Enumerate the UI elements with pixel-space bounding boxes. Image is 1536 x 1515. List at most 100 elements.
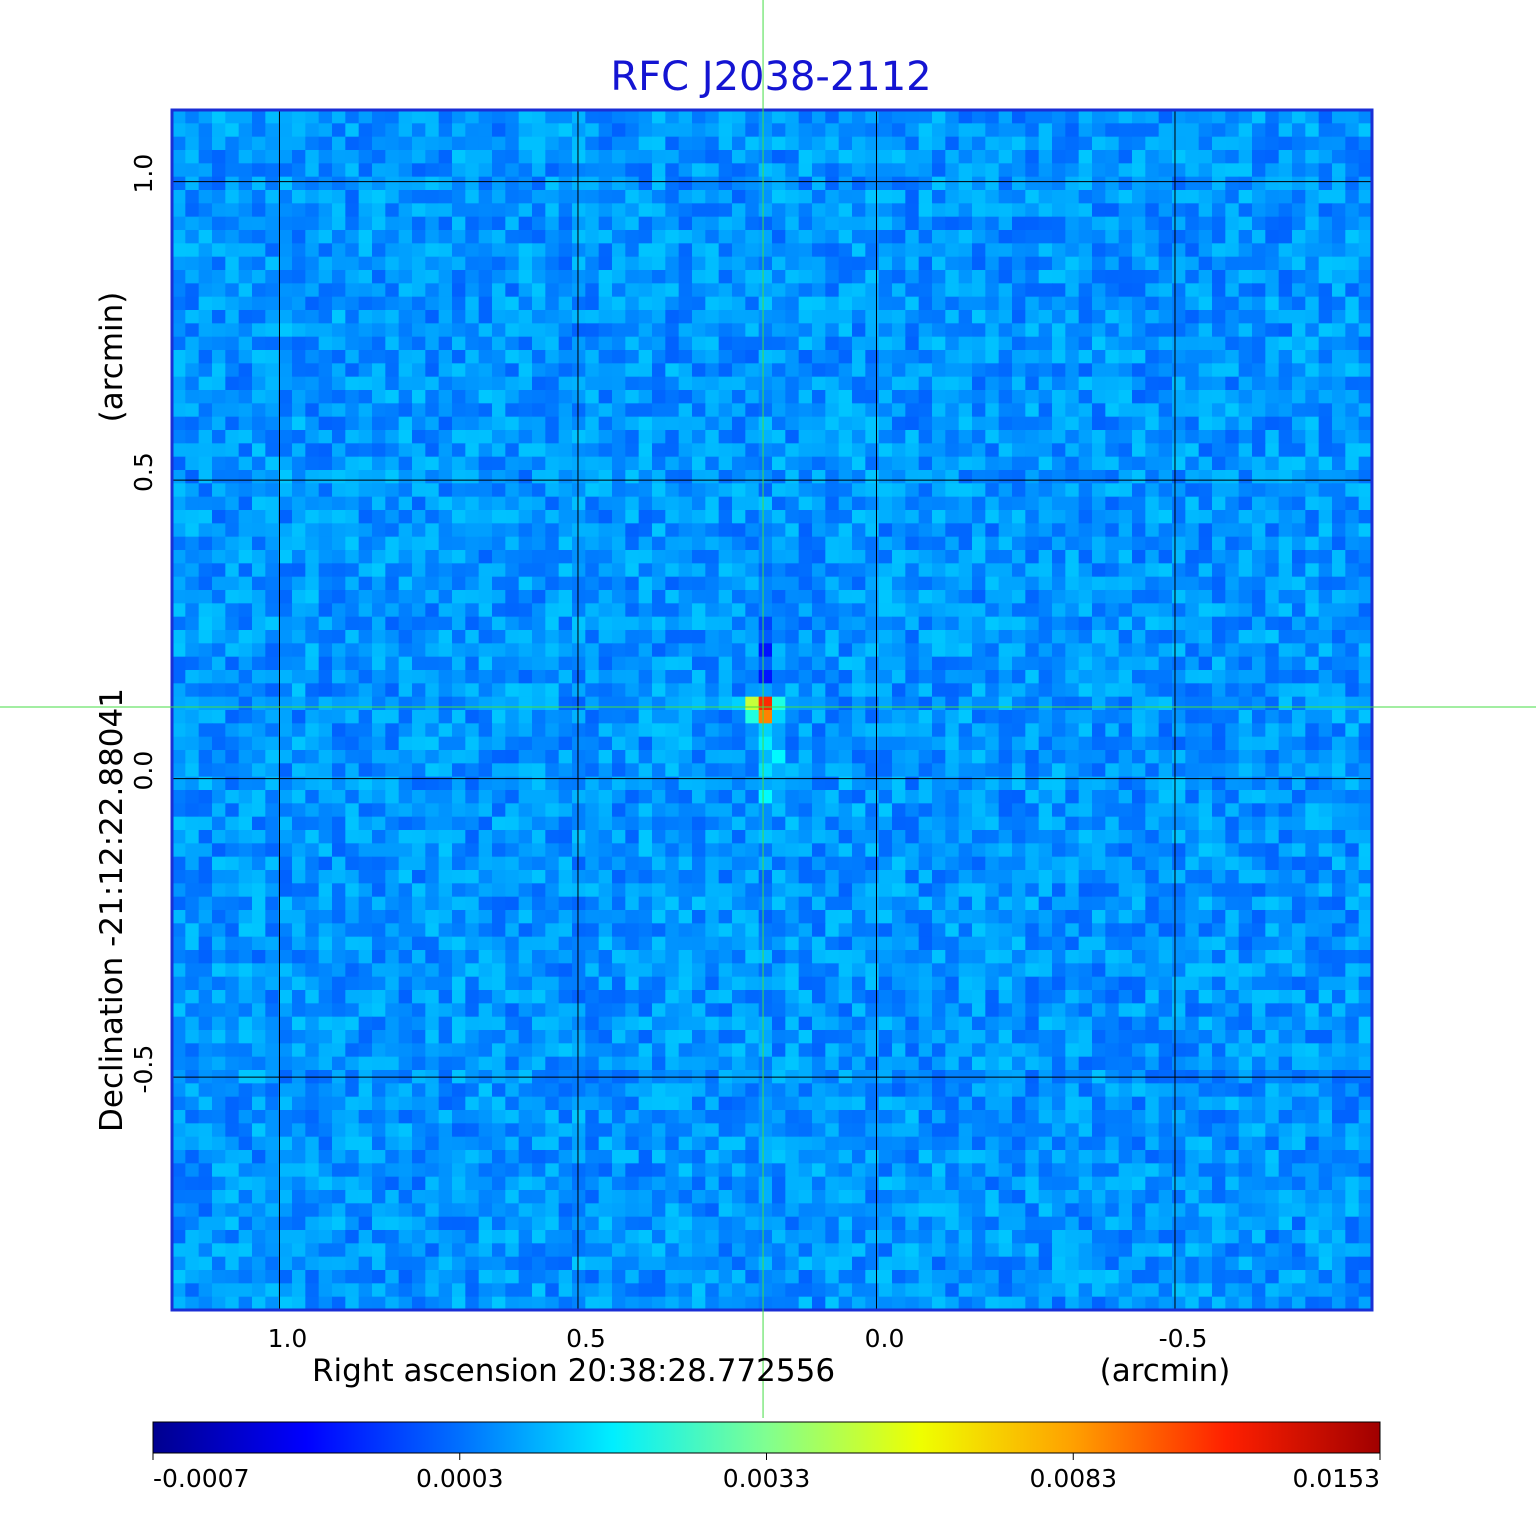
pixel-cell: [638, 523, 653, 538]
pixel-cell: [798, 523, 813, 538]
pixel-cell: [825, 696, 840, 711]
pixel-cell: [638, 323, 653, 338]
pixel-cell: [185, 136, 200, 151]
pixel-cell: [345, 296, 360, 311]
pixel-cell: [718, 176, 733, 191]
pixel-cell: [638, 763, 653, 778]
pixel-cell: [692, 590, 706, 604]
pixel-cell: [998, 176, 1013, 191]
pixel-cell: [385, 163, 400, 178]
pixel-cell: [212, 216, 226, 231]
pixel-cell: [625, 443, 640, 458]
pixel-cell: [1198, 710, 1213, 724]
pixel-cell: [1105, 603, 1120, 618]
pixel-cell: [1345, 496, 1360, 511]
pixel-cell: [998, 136, 1013, 151]
pixel-cell: [412, 163, 426, 178]
pixel-cell: [1145, 230, 1160, 244]
pixel-cell: [1265, 723, 1280, 738]
pixel-cell: [1038, 470, 1053, 484]
pixel-cell: [1185, 790, 1200, 804]
pixel-cell: [438, 310, 453, 324]
pixel-cell: [1078, 803, 1093, 818]
pixel-cell: [958, 656, 973, 671]
pixel-cell: [1118, 350, 1133, 364]
pixel-cell: [1225, 430, 1240, 444]
pixel-cell: [958, 816, 973, 831]
pixel-cell: [945, 763, 960, 778]
pixel-cell: [1052, 763, 1066, 778]
pixel-cell: [1358, 190, 1373, 204]
pixel-cell: [185, 150, 200, 164]
pixel-cell: [998, 670, 1013, 684]
pixel-cell: [398, 496, 413, 511]
pixel-cell: [518, 336, 533, 351]
pixel-cell: [758, 443, 773, 458]
pixel-cell: [212, 523, 226, 538]
pixel-cell: [985, 723, 1000, 738]
pixel-cell: [1132, 683, 1146, 698]
pixel-cell: [1132, 563, 1146, 578]
pixel-cell: [545, 363, 560, 378]
pixel-cell: [1158, 723, 1173, 738]
pixel-cell: [1332, 310, 1346, 324]
pixel-cell: [492, 230, 506, 244]
pixel-cell: [1185, 510, 1200, 524]
pixel-cell: [1012, 190, 1026, 204]
pixel-cell: [865, 696, 880, 711]
pixel-cell: [238, 776, 253, 791]
pixel-cell: [1145, 296, 1160, 311]
pixel-cell: [705, 323, 720, 338]
pixel-cell: [825, 736, 840, 751]
pixel-cell: [1132, 296, 1146, 311]
pixel-cell: [598, 603, 613, 618]
pixel-cell: [1092, 763, 1106, 778]
pixel-cell: [652, 763, 666, 778]
pixel-cell: [1105, 123, 1120, 138]
pixel-cell: [918, 176, 933, 191]
pixel-cell: [692, 523, 706, 538]
pixel-cell: [1358, 403, 1373, 418]
pixel-cell: [958, 123, 973, 138]
pixel-cell: [1252, 150, 1266, 164]
pixel-cell: [945, 256, 960, 271]
pixel-cell: [278, 443, 293, 458]
pixel-cell: [718, 203, 733, 218]
pixel-cell: [1078, 136, 1093, 151]
pixel-cell: [918, 563, 933, 578]
pixel-cell: [532, 683, 546, 698]
pixel-cell: [332, 176, 346, 191]
pixel-cell: [518, 443, 533, 458]
pixel-cell: [505, 136, 520, 151]
pixel-cell: [705, 230, 720, 244]
pixel-cell: [1145, 430, 1160, 444]
pixel-cell: [625, 590, 640, 604]
pixel-cell: [1185, 683, 1200, 698]
pixel-cell: [905, 190, 920, 204]
pixel-cell: [1225, 456, 1240, 471]
pixel-cell: [345, 443, 360, 458]
pixel-cell: [332, 843, 346, 858]
pixel-cell: [1265, 763, 1280, 778]
pixel-cell: [852, 270, 866, 284]
pixel-cell: [385, 470, 400, 484]
pixel-cell: [1185, 776, 1200, 791]
pixel-cell: [532, 110, 546, 124]
pixel-cell: [1078, 536, 1093, 551]
pixel-cell: [972, 470, 986, 484]
pixel-cell: [572, 830, 586, 844]
pixel-cell: [1252, 190, 1266, 204]
pixel-cell: [1332, 630, 1346, 644]
pixel-cell: [878, 256, 893, 271]
pixel-cell: [452, 243, 466, 258]
pixel-cell: [972, 723, 986, 738]
pixel-cell: [985, 803, 1000, 818]
pixel-cell: [918, 790, 933, 804]
pixel-cell: [198, 616, 213, 631]
pixel-cell: [652, 670, 666, 684]
pixel-cell: [852, 110, 866, 124]
pixel-cell: [652, 456, 666, 471]
pixel-cell: [278, 510, 293, 524]
pixel-cell: [185, 163, 200, 178]
pixel-cell: [638, 190, 653, 204]
